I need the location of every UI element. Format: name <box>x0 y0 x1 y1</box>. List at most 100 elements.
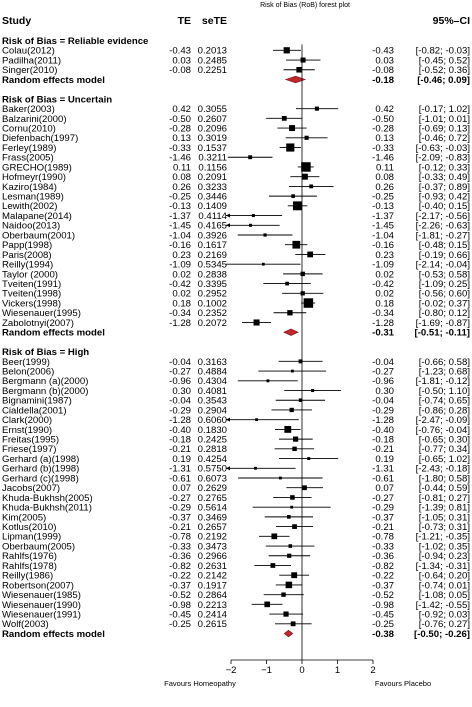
ci-text-interval: [-0.73; 0.31] <box>419 522 470 533</box>
study-label: Reilly(1986) <box>2 571 53 582</box>
effect-square <box>251 214 255 218</box>
ci-text-interval: [-1.21; -0.35] <box>416 532 470 543</box>
sete-value: 0.2615 <box>198 619 227 630</box>
sete-value: 0.4114 <box>198 211 227 222</box>
effect-square <box>291 369 294 373</box>
study-column-header: Study <box>2 15 31 27</box>
te-value: 0.42 <box>172 104 191 115</box>
effect-square <box>290 621 296 627</box>
sete-value: 0.4165 <box>198 221 227 232</box>
effect-square <box>287 515 291 519</box>
te-value: -0.36 <box>169 551 191 562</box>
te-value: 0.03 <box>172 55 191 66</box>
sete-column-header: seTE <box>202 15 227 27</box>
ci-text-estimate: -0.21 <box>372 522 394 533</box>
ci-text-estimate: -0.27 <box>372 493 394 504</box>
study-label: Tveiten(1998) <box>2 289 61 300</box>
te-value: -0.25 <box>169 192 191 203</box>
ci-text-interval: [-1.81; -0.12] <box>416 376 470 387</box>
te-value: -0.28 <box>169 123 191 134</box>
te-value: -0.13 <box>169 201 191 212</box>
sete-value: 0.4254 <box>198 454 228 465</box>
ci-text-interval: [-0.76; -0.04] <box>416 425 470 436</box>
ci-text-estimate: 0.18 <box>375 298 394 309</box>
ci-arrow <box>226 466 230 471</box>
ci-text-interval: [-1.23; 0.68] <box>419 366 470 377</box>
te-value: 0.19 <box>172 454 191 465</box>
ci-text-estimate: 0.42 <box>375 104 394 115</box>
ci-text-interval: [-0.19; 0.66] <box>419 250 470 261</box>
sete-value: 0.3473 <box>198 541 227 552</box>
study-label: Wiesenauer(1995) <box>2 308 81 319</box>
te-value: -0.16 <box>169 240 191 251</box>
study-label: Singer(2010) <box>2 65 57 76</box>
te-value: -1.31 <box>169 464 191 475</box>
axis-tick-label: −1 <box>261 665 272 676</box>
te-value: -0.22 <box>169 571 191 582</box>
study-label: Belon(2006) <box>2 366 54 377</box>
sete-value: 0.5750 <box>198 464 227 475</box>
effect-square <box>292 240 301 249</box>
ci-text-estimate: -0.29 <box>372 503 394 514</box>
effect-square <box>300 291 305 296</box>
study-label: Naidoo(2013) <box>2 221 60 232</box>
effect-square <box>283 47 290 54</box>
study-label: Ernst(1990) <box>2 425 52 436</box>
sete-value: 0.2485 <box>198 55 227 66</box>
effect-square <box>289 407 294 413</box>
group-header: Risk of Bias = High <box>2 347 89 358</box>
effect-square <box>261 262 265 266</box>
sete-value: 0.3543 <box>198 396 227 407</box>
te-value: -0.27 <box>169 366 191 377</box>
te-value: -0.29 <box>169 503 191 514</box>
ci-text-estimate: 0.23 <box>375 250 394 261</box>
effect-square <box>292 446 297 452</box>
te-value: -1.46 <box>169 153 191 164</box>
study-label: Khuda-Bukhsh(2011) <box>2 503 92 514</box>
te-value: -0.21 <box>169 444 191 455</box>
ci-text-interval: [-1.69; -0.87] <box>416 318 470 329</box>
effect-square <box>311 388 315 393</box>
sete-value: 0.2657 <box>198 522 227 533</box>
study-label: Diefenbach(1997) <box>2 133 78 144</box>
sete-value: 0.2013 <box>198 46 227 57</box>
x-axis: −2 −1 0 1 2 <box>226 659 376 676</box>
te-value: 0.08 <box>172 172 191 183</box>
ci-text-estimate: 0.03 <box>375 55 394 66</box>
ci-text-estimate: -0.13 <box>372 201 394 212</box>
effect-square <box>271 533 278 540</box>
ci-text-estimate: -0.37 <box>372 512 394 523</box>
study-label: Vickers(1998) <box>2 298 61 309</box>
ci-text-estimate: -0.22 <box>372 571 394 582</box>
pooled-ci-text-estimate: -0.38 <box>372 629 395 640</box>
ci-text-interval: [-0.76; 0.27] <box>419 619 470 630</box>
sete-value: 0.6060 <box>198 415 227 426</box>
study-label: Rahlfs(1978) <box>2 561 57 572</box>
effect-square <box>304 135 309 140</box>
effect-square <box>298 398 303 403</box>
effect-square <box>286 143 295 152</box>
effect-square <box>278 476 282 480</box>
ci-text-estimate: -0.18 <box>372 435 394 446</box>
ci-text-interval: [-0.81; 0.27] <box>419 493 470 504</box>
effect-square <box>309 184 314 189</box>
te-value: -0.82 <box>169 561 191 572</box>
sete-value: 0.2818 <box>198 444 227 455</box>
study-label: Bergmann (b)(2000) <box>2 386 88 397</box>
ci-text-estimate: -0.04 <box>372 357 395 368</box>
ci-text-interval: [-0.63; -0.03] <box>416 143 470 154</box>
sete-value: 0.3395 <box>198 279 227 290</box>
sete-value: 0.2425 <box>198 435 227 446</box>
ci-text-interval: [-1.81; -0.27] <box>416 230 470 241</box>
sete-value: 0.3233 <box>198 182 227 193</box>
te-value: -0.25 <box>169 619 191 630</box>
te-value: -1.09 <box>169 260 191 271</box>
sete-value: 0.2251 <box>198 65 227 76</box>
ci-text-estimate: -0.25 <box>372 192 394 203</box>
study-label: Padilha(2011) <box>2 55 61 66</box>
study-label: Oberbaum(2001) <box>2 230 75 241</box>
ci-text-estimate: -0.21 <box>372 444 394 455</box>
te-value: -0.27 <box>169 493 191 504</box>
study-label: Bignamini(1987) <box>2 396 72 407</box>
sete-value: 0.2607 <box>198 114 227 125</box>
